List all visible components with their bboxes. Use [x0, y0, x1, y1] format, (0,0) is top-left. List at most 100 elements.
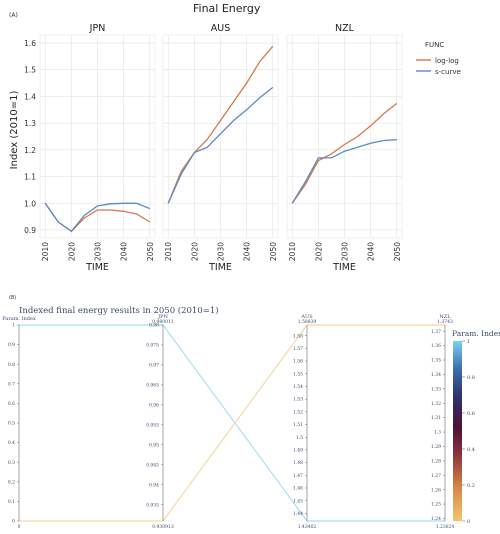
axis-tick-label: 0.96	[149, 402, 159, 408]
axis-title: NZL	[439, 314, 451, 320]
x-tick-label: 2040	[367, 242, 376, 261]
panel-b: (B) Indexed final energy results in 2050…	[2, 295, 500, 530]
axis-tick-label: 0.955	[146, 422, 159, 428]
axis-tick-label: 1.33	[431, 386, 441, 392]
y-tick-label: 1.1	[24, 173, 36, 182]
series-line-s-curve	[291, 139, 397, 204]
axis-tick-label: 1.3	[434, 430, 441, 436]
axis-tick-label: 0.935	[146, 502, 159, 508]
axis-tick-label: 1.48	[293, 460, 303, 466]
legend-label-s-curve: s-curve	[435, 68, 461, 76]
axis-tick-label: 0.97	[149, 363, 159, 369]
parallel-line	[19, 324, 445, 522]
x-axis-label: TIME	[85, 262, 109, 273]
y-tick-label: 1.4	[24, 92, 36, 101]
axis-param-index[interactable]: Param. Index 0 1 0.9 0.8 0.7 0.6 0.5 0.4 0.3 0.2 0.…	[2, 316, 36, 530]
x-tick-label: 2050	[269, 242, 278, 261]
axis-tick-label: 1.24	[431, 516, 441, 522]
colorbar-title: Param. Index	[452, 329, 500, 338]
x-tick-label: 2020	[67, 242, 76, 261]
axis-tick-label: 1.26	[431, 487, 441, 493]
axis-title: AUS	[300, 314, 313, 320]
x-tick-label: 2010	[164, 242, 173, 261]
series-line-s-curve	[44, 202, 151, 233]
facet-aus: 2010 2020 2030 2040 2050 AUS TIME	[162, 23, 279, 273]
parallel-line	[19, 324, 445, 522]
legend-label-log-log: log-log	[435, 57, 459, 65]
series-line-log-log	[167, 45, 274, 204]
axis-max-label: 1.58839	[298, 319, 317, 325]
axis-min-label: 0.930913	[152, 524, 174, 530]
axis-min-label: 1.43402	[298, 524, 317, 530]
facet-title: JPN	[89, 23, 106, 34]
axis-tick-label: 1.45	[293, 498, 303, 504]
axis-tick-label: 0.7	[8, 381, 15, 387]
panel-a-label: (A)	[9, 12, 18, 19]
axis-min-label: 1.23824	[436, 524, 455, 530]
y-tick-label: 1.5	[24, 66, 36, 75]
colorbar-tick-label: 0.8	[467, 375, 475, 381]
colorbar-tick-label: 0.4	[467, 447, 475, 453]
facet-nzl: 2010 2020 2030 2040 2050 NZL TIME	[286, 23, 403, 273]
axis-max-label: 0.980011	[152, 319, 174, 325]
panel-a: (A) Final Energy Index (2010=1) 0.9 1.0 1.…	[9, 2, 461, 273]
axis-tick-label: 1.49	[293, 448, 303, 454]
x-tick-label: 2010	[288, 242, 297, 261]
panel-b-title: Indexed final energy results in 2050 (20…	[19, 305, 219, 316]
colorbar	[453, 341, 462, 521]
colorbar-tick-label: 0.2	[467, 483, 475, 489]
axis-tick-label: 1.54	[293, 384, 303, 390]
series-line-s-curve	[167, 86, 274, 204]
x-tick-label: 2030	[341, 242, 350, 261]
axis-tick-label: 1.47	[293, 473, 303, 479]
axis-tick-label: 1.46	[293, 486, 303, 492]
y-tick-label: 0.9	[24, 226, 36, 235]
axis-tick-label: 1.31	[431, 415, 441, 421]
panel-a-title: Final Energy	[193, 2, 261, 15]
axis-tick-label: 1.25	[431, 502, 441, 508]
axis-title: Param. Index	[2, 316, 36, 322]
y-tick-label: 1.2	[24, 146, 36, 155]
axis-tick-label: 0.9	[8, 342, 15, 348]
x-tick-label: 2050	[146, 242, 155, 261]
series-line-log-log	[291, 102, 398, 204]
axis-tick-label: 1.5	[296, 435, 303, 441]
axis-tick-label: 0.95	[149, 442, 159, 448]
axis-tick-label: 1.29	[431, 444, 441, 450]
y-tick-label: 1.0	[24, 199, 36, 208]
x-tick-label: 2030	[217, 242, 226, 261]
colorbar-tick-label: 1	[467, 339, 470, 345]
axis-tick-label: 0.3	[8, 460, 15, 466]
axis-tick-label: 1.55	[293, 371, 303, 377]
axis-tick-label: 1.58	[293, 333, 303, 339]
axis-tick-label: 0	[12, 519, 15, 525]
axis-title: JPN	[157, 314, 168, 320]
axis-tick-label: 0.4	[8, 440, 15, 446]
axis-max-label: 1.3743	[437, 319, 453, 325]
axis-tick-label: 0.6	[8, 401, 15, 407]
axis-tick-label: 1.32	[431, 401, 441, 407]
axis-tick-label: 1.44	[293, 511, 303, 517]
colorbar-tick-label: 0.6	[467, 411, 475, 417]
axis-tick-label: 1.51	[293, 422, 303, 428]
y-axis-label: Index (2010=1)	[9, 91, 20, 170]
axis-tick-label: 0.965	[146, 383, 159, 389]
facet-title: NZL	[335, 23, 355, 34]
axis-tick-label: 1.28	[431, 458, 441, 464]
axis-tick-label: 1.36	[431, 343, 441, 349]
legend-title: FUNC	[425, 41, 444, 49]
y-tick-label: 1.3	[24, 119, 36, 128]
axis-tick-label: 0.5	[8, 421, 15, 427]
axis-tick-label: 0.8	[8, 362, 15, 368]
parallel-coordinates: Param. Index 0 1 0.9 0.8 0.7 0.6 0.5 0.4 0.3 0.2 0.…	[2, 314, 454, 530]
axis-tick-label: 0.98	[149, 323, 159, 329]
axis-tick-label: 1	[12, 323, 15, 329]
axis-tick-label: 1.53	[293, 397, 303, 403]
x-tick-label: 2040	[120, 242, 129, 261]
facet-jpn: 0.9 1.0 1.1 1.2 1.3 1.4 1.5 1.6 2010 2020 2030 2040…	[24, 23, 156, 273]
x-tick-label: 2020	[314, 242, 323, 261]
